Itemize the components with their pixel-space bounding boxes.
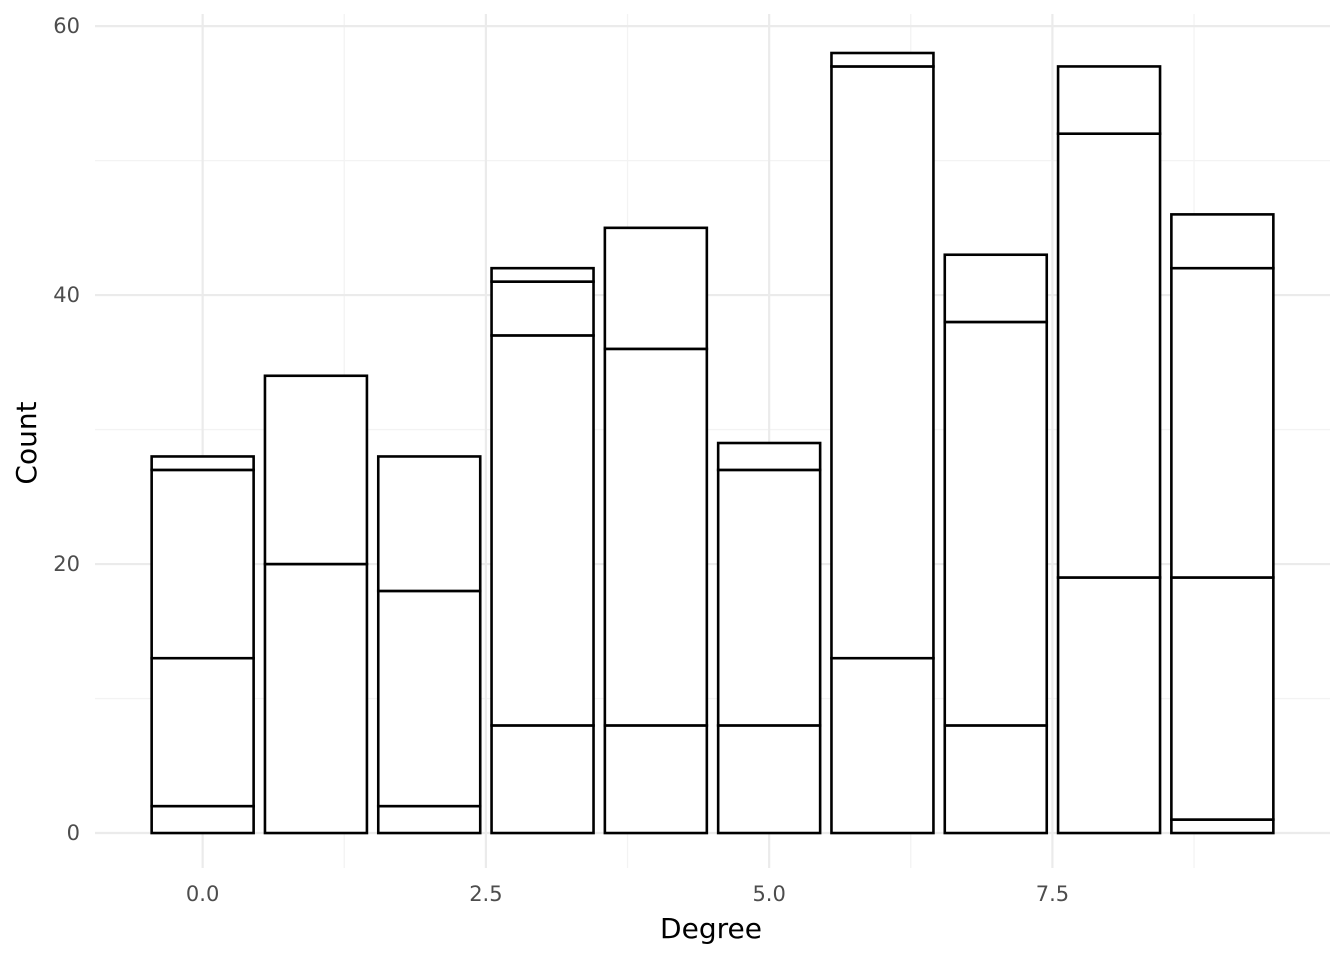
bar-segment [150,468,255,660]
bar-segment [943,253,1049,324]
bar-0 [150,455,255,835]
y-axis-ticks: 0 20 40 60 [53,14,80,845]
bar-6 [830,51,935,835]
bar-segment [603,347,709,727]
bar-4 [603,226,709,835]
bar-segment [716,468,822,727]
bar-segment [376,455,482,593]
bar-9 [1170,213,1275,835]
x-axis-title: Degree [660,912,762,945]
x-tick-label: 5.0 [752,882,785,906]
bar-segment [376,804,482,835]
bar-3 [490,266,595,835]
bar-segment [1170,818,1275,835]
bar-5 [716,441,822,835]
bar-segment [376,589,482,808]
bar-segment [150,804,255,835]
bar-segment [150,656,255,808]
bars [150,51,1275,835]
bar-segment [490,724,595,835]
bar-segment [603,724,709,835]
bar-segment [1056,65,1162,135]
bar-segment [716,441,822,472]
bar-segment [1056,132,1162,579]
bar-segment [830,656,935,835]
x-tick-label: 2.5 [469,882,502,906]
bar-segment [490,266,595,283]
y-tick-label: 0 [67,821,80,845]
bar-segment [150,455,255,472]
bar-segment [490,334,595,727]
y-tick-label: 20 [53,552,80,576]
bar-segment [263,374,369,566]
y-axis-title: Count [10,401,43,484]
bar-segment [1056,576,1162,835]
bar-segment [263,562,369,835]
bar-segment [1170,576,1275,821]
bar-segment [603,226,709,351]
bar-segment [943,724,1049,835]
bar-segment [830,65,935,660]
bar-segment [1170,213,1275,270]
bar-segment [490,280,595,337]
y-tick-label: 60 [53,14,80,38]
bar-1 [263,374,369,835]
bar-7 [943,253,1049,835]
y-tick-label: 40 [53,283,80,307]
x-tick-label: 7.5 [1036,882,1069,906]
bar-8 [1056,65,1162,835]
bar-segment [1170,266,1275,579]
bar-segment [830,51,935,68]
bar-segment [943,320,1049,727]
bar-segment [716,724,822,835]
x-axis-ticks: 0.0 2.5 5.0 7.5 [186,882,1069,906]
x-tick-label: 0.0 [186,882,219,906]
bar-2 [376,455,482,835]
